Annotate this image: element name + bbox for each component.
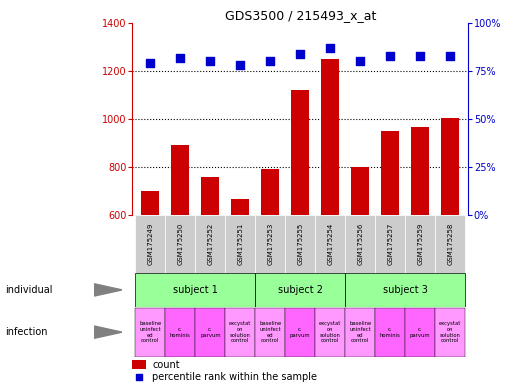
- Text: GSM175257: GSM175257: [387, 223, 393, 265]
- Text: subject 2: subject 2: [278, 285, 323, 295]
- Bar: [435, 215, 465, 273]
- Bar: [195, 308, 225, 357]
- Bar: [441, 118, 459, 359]
- Bar: [291, 90, 309, 359]
- Bar: [315, 308, 345, 357]
- Point: [146, 60, 154, 66]
- Text: c.
parvum: c. parvum: [200, 327, 220, 338]
- Text: count: count: [153, 360, 180, 370]
- Bar: [286, 215, 315, 273]
- Title: GDS3500 / 215493_x_at: GDS3500 / 215493_x_at: [224, 9, 376, 22]
- Bar: [261, 169, 279, 359]
- Bar: [315, 215, 345, 273]
- Point: [206, 58, 214, 65]
- Text: GSM175251: GSM175251: [237, 223, 243, 265]
- Text: GSM175258: GSM175258: [447, 223, 454, 265]
- Text: c.
hominis: c. hominis: [170, 327, 191, 338]
- Bar: [202, 177, 219, 359]
- Text: subject 3: subject 3: [383, 285, 428, 295]
- Bar: [132, 360, 146, 369]
- Bar: [435, 308, 465, 357]
- Point: [266, 58, 274, 65]
- Text: baseline
uninfect
ed
control: baseline uninfect ed control: [139, 321, 161, 343]
- Bar: [351, 167, 370, 359]
- Bar: [345, 215, 375, 273]
- Text: baseline
uninfect
ed
control: baseline uninfect ed control: [259, 321, 281, 343]
- Point: [416, 53, 425, 59]
- Bar: [231, 199, 249, 359]
- Point: [326, 45, 334, 51]
- Text: c.
parvum: c. parvum: [290, 327, 310, 338]
- Bar: [256, 308, 286, 357]
- Bar: [256, 215, 286, 273]
- Text: individual: individual: [5, 285, 52, 295]
- Bar: [172, 146, 189, 359]
- Polygon shape: [94, 326, 122, 338]
- Bar: [225, 215, 256, 273]
- Bar: [411, 127, 429, 359]
- Bar: [405, 215, 435, 273]
- Text: GSM175259: GSM175259: [417, 223, 423, 265]
- Text: baseline
uninfect
ed
control: baseline uninfect ed control: [349, 321, 372, 343]
- Text: GSM175250: GSM175250: [177, 223, 183, 265]
- Text: excystat
on
solution
control: excystat on solution control: [319, 321, 342, 343]
- Text: GSM175253: GSM175253: [267, 223, 273, 265]
- Point: [236, 62, 244, 68]
- Point: [446, 53, 455, 59]
- Bar: [225, 308, 256, 357]
- Bar: [375, 215, 405, 273]
- Bar: [135, 308, 165, 357]
- Text: excystat
on
solution
control: excystat on solution control: [229, 321, 251, 343]
- Bar: [321, 59, 340, 359]
- Bar: [195, 215, 225, 273]
- Text: subject 1: subject 1: [173, 285, 218, 295]
- Point: [386, 53, 394, 59]
- Text: GSM175255: GSM175255: [297, 223, 303, 265]
- Text: c.
hominis: c. hominis: [380, 327, 401, 338]
- Bar: [345, 308, 375, 357]
- Bar: [135, 215, 165, 273]
- Bar: [142, 191, 159, 359]
- Bar: [381, 131, 399, 359]
- Bar: [135, 273, 256, 306]
- Point: [356, 58, 364, 65]
- Bar: [165, 308, 195, 357]
- Text: GSM175254: GSM175254: [327, 223, 333, 265]
- Text: GSM175249: GSM175249: [147, 223, 153, 265]
- Bar: [165, 215, 195, 273]
- Text: GSM175252: GSM175252: [207, 223, 213, 265]
- Point: [296, 51, 304, 57]
- Polygon shape: [94, 284, 122, 296]
- Point: [135, 374, 143, 380]
- Bar: [256, 273, 345, 306]
- Text: infection: infection: [5, 327, 47, 337]
- Text: GSM175256: GSM175256: [357, 223, 363, 265]
- Bar: [375, 308, 405, 357]
- Text: c.
parvum: c. parvum: [410, 327, 431, 338]
- Bar: [345, 273, 465, 306]
- Text: excystat
on
solution
control: excystat on solution control: [439, 321, 462, 343]
- Bar: [286, 308, 315, 357]
- Point: [176, 55, 184, 61]
- Text: percentile rank within the sample: percentile rank within the sample: [153, 372, 318, 382]
- Bar: [405, 308, 435, 357]
